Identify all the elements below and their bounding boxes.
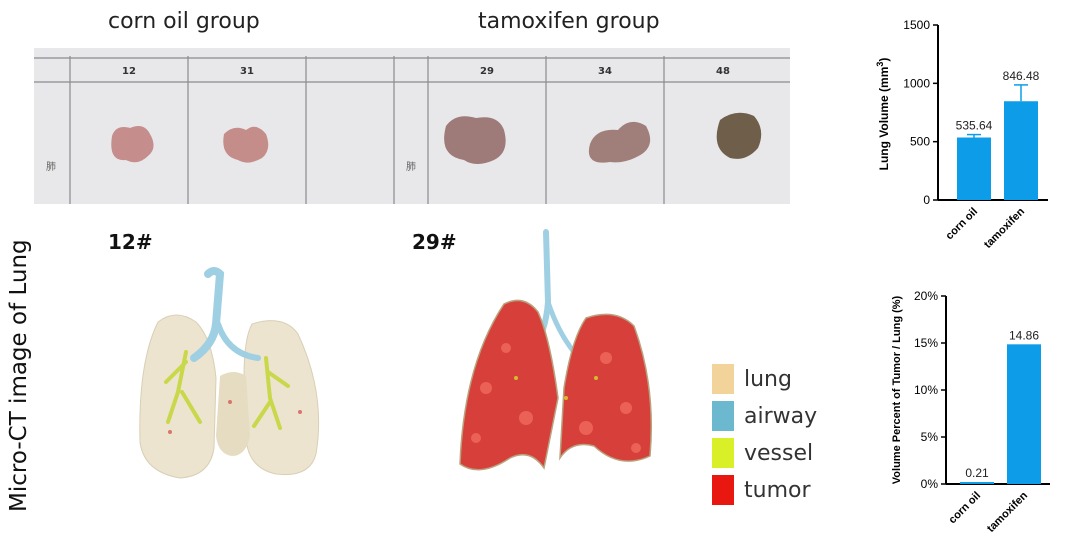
lung-volume-chart-svg: 0 500 1000 1500 535.64 corn oil 846.48 tamoxife… xyxy=(875,18,1048,251)
micro-ct-vertical-title: Micro-CT image of Lung xyxy=(6,239,32,512)
y-tick-label: 10% xyxy=(914,383,938,397)
y-tick-label: 1000 xyxy=(903,76,930,90)
ct-sample-number-right: 29# xyxy=(412,230,457,254)
legend-label-airway: airway xyxy=(744,403,818,429)
ct-sample-number-left: 12# xyxy=(108,230,153,254)
specimen-number-4: 34 xyxy=(598,66,612,77)
data-label-1: 846.48 xyxy=(1003,69,1040,83)
y-tick-label: 1500 xyxy=(903,18,930,32)
specimen-number-1: 12 xyxy=(122,66,136,77)
side-label-left: 肺 xyxy=(46,162,56,173)
specimen-number-3: 29 xyxy=(480,66,494,77)
legend-item-airway: airway xyxy=(712,401,817,431)
bar-1 xyxy=(1007,344,1041,484)
legend-swatch-vessel xyxy=(712,438,734,468)
bar-0 xyxy=(957,137,991,200)
specimen-sheet-grid xyxy=(34,48,790,204)
y-tick-label: 0% xyxy=(921,477,939,491)
legend-label-vessel: vessel xyxy=(744,440,814,466)
legend-swatch-airway xyxy=(712,401,734,431)
specimen-blobs xyxy=(111,112,762,164)
tumor-percent-chart-svg: 0% 5% 10% 15% 20% 0.21 corn oil 14.86 tamoxifen V… xyxy=(891,289,1050,535)
legend-label-tumor: tumor xyxy=(744,477,811,503)
y-tick-label: 0 xyxy=(923,193,930,207)
y-tick-label: 15% xyxy=(914,336,938,350)
data-label-0: 535.64 xyxy=(956,119,993,133)
legend-item-lung: lung xyxy=(712,364,792,394)
bar-0 xyxy=(960,482,994,484)
y-axis-title: Volume Percent of Tumor / Lung (%) xyxy=(891,295,903,484)
data-label-1: 14.86 xyxy=(1009,328,1039,342)
lung-volume-chart: 0 500 1000 1500 535.64 corn oil 846.48 tamoxife… xyxy=(866,14,1066,280)
ct-render-tamoxifen xyxy=(459,229,652,471)
corn-oil-group-title: corn oil group xyxy=(108,9,260,34)
legend-item-tumor: tumor xyxy=(712,475,811,505)
data-label-0: 0.21 xyxy=(965,466,989,480)
tumor-percent-chart: 0% 5% 10% 15% 20% 0.21 corn oil 14.86 tamoxifen V… xyxy=(870,262,1070,556)
y-tick-label: 5% xyxy=(921,430,939,444)
bar-1 xyxy=(1004,101,1038,200)
y-tick-label: 500 xyxy=(910,135,930,149)
specimen-number-2: 31 xyxy=(240,66,254,77)
tamoxifen-group-title: tamoxifen group xyxy=(478,9,660,34)
category-label-1: tamoxifen xyxy=(985,489,1030,534)
y-axis-title: Lung Volume (mm3) xyxy=(875,58,891,171)
side-label-right: 肺 xyxy=(406,162,416,173)
lung-specimen-photo: 12 31 29 34 48 肺 肺 xyxy=(34,48,790,204)
category-label-1: tamoxifen xyxy=(982,205,1027,250)
category-label-0: corn oil xyxy=(944,206,981,243)
category-label-0: corn oil xyxy=(947,490,984,527)
specimen-number-5: 48 xyxy=(716,66,730,77)
ct-render-corn-oil xyxy=(139,267,320,479)
legend-item-vessel: vessel xyxy=(712,438,813,468)
legend-swatch-tumor xyxy=(712,475,734,505)
legend-swatch-lung xyxy=(712,364,734,394)
y-tick-label: 20% xyxy=(914,289,938,303)
legend-label-lung: lung xyxy=(744,366,792,392)
